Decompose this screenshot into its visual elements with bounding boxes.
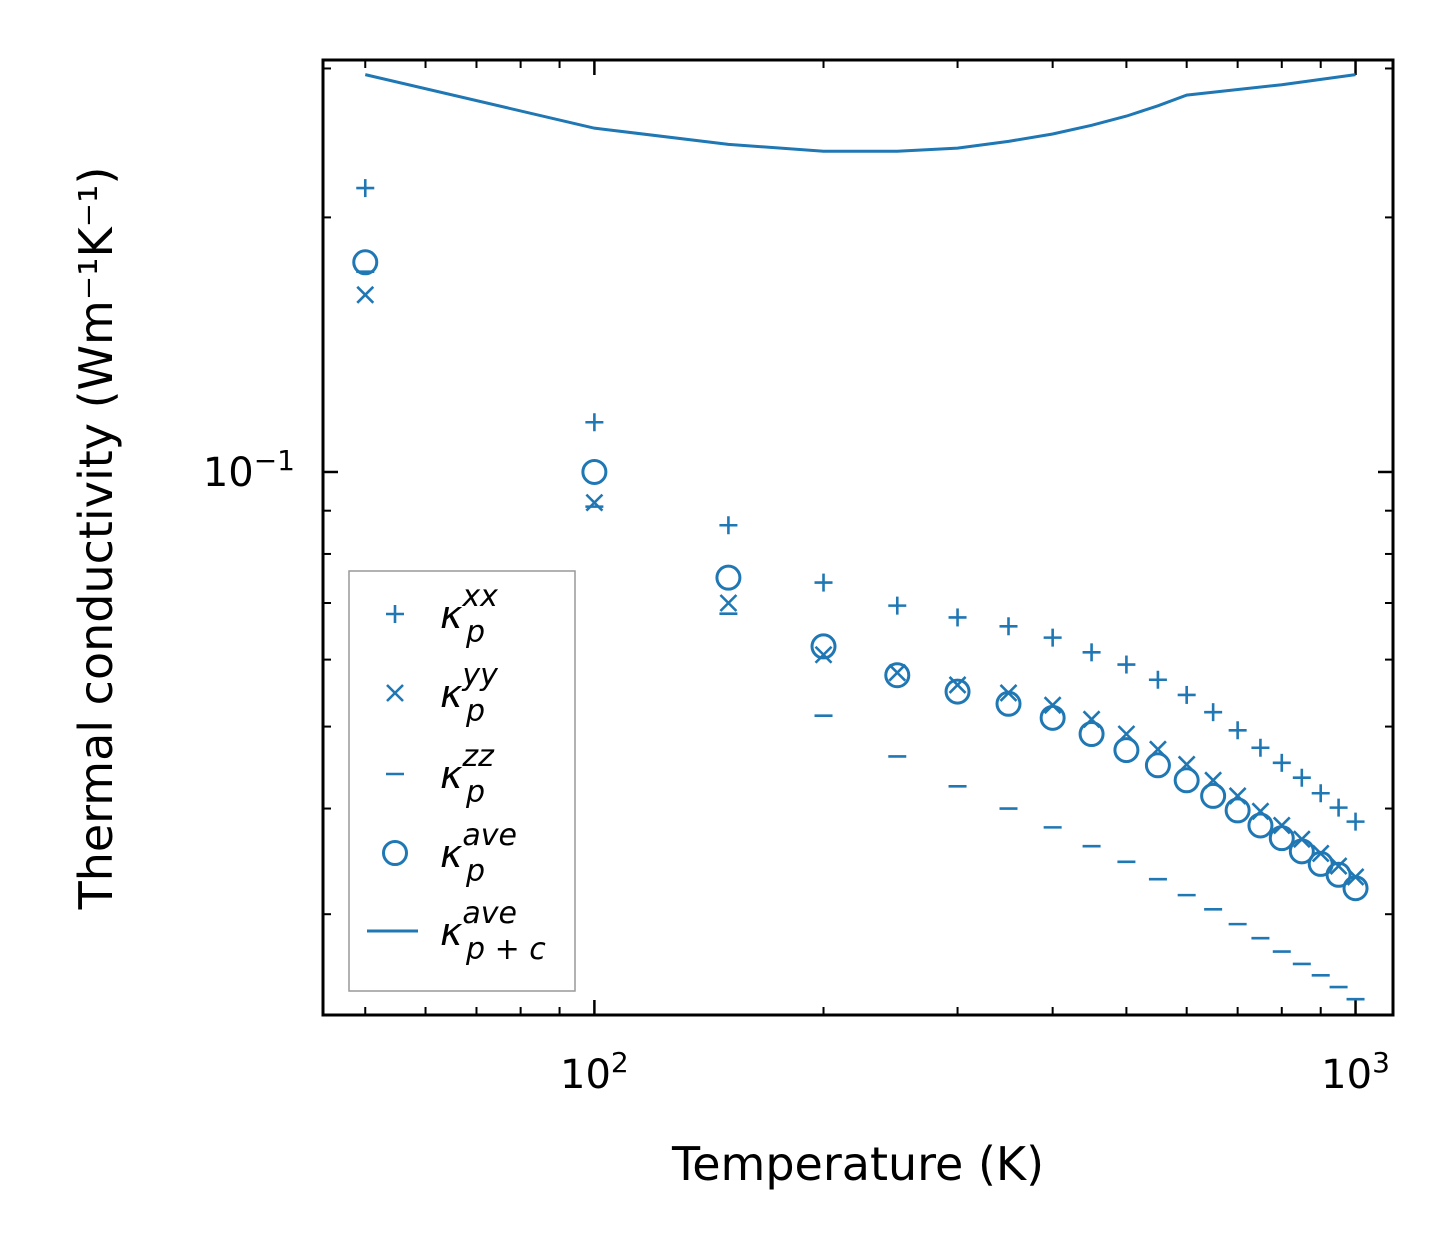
- data-point: [1346, 812, 1365, 831]
- data-point: [719, 516, 738, 535]
- data-point: [814, 573, 833, 592]
- y-tick-label: 10−1: [203, 444, 295, 496]
- data-point: [888, 596, 907, 615]
- x-stroke: [814, 645, 833, 664]
- data-point: [1177, 685, 1196, 704]
- x-stroke: [356, 285, 375, 304]
- data-point: [814, 645, 833, 664]
- data-point: [1272, 753, 1291, 772]
- legend-label: κave p + c: [440, 896, 546, 967]
- legend-entry-kappa_p_xx: κxx p: [386, 579, 498, 650]
- x-stroke: [888, 663, 907, 682]
- data-point: [1043, 628, 1062, 647]
- series-kappa_p_ave: [352, 249, 1369, 902]
- data-point: [884, 662, 911, 689]
- data-point: [1329, 798, 1348, 817]
- data-point: [1247, 812, 1274, 839]
- data-point: [1224, 797, 1251, 824]
- data-point: [352, 249, 379, 276]
- x-tick-labels: 102 103: [560, 1046, 1390, 1098]
- legend-label: κzz p: [440, 739, 495, 810]
- data-point: [356, 285, 375, 304]
- y-axis-label: Thermal conductivity (Wm⁻¹K⁻¹): [69, 167, 123, 911]
- data-point: [1268, 825, 1295, 852]
- legend-marker: [382, 840, 408, 866]
- x-tick-label: 103: [1321, 1046, 1390, 1098]
- x-stroke: [1329, 857, 1348, 875]
- data-point: [1200, 782, 1227, 809]
- data-point: [1342, 875, 1369, 902]
- data-point: [1228, 721, 1247, 740]
- data-point: [995, 690, 1022, 717]
- legend-entry-kappa_p_yy: κyy p: [386, 658, 499, 729]
- data-point: [948, 676, 967, 694]
- legend-label: κyy p: [440, 658, 499, 729]
- data-point: [944, 678, 971, 705]
- legend-label: κxx p: [440, 579, 498, 650]
- legend-marker: [386, 605, 404, 623]
- x-stroke: [948, 676, 967, 694]
- data-point: [1325, 861, 1352, 888]
- data-point: [1288, 838, 1315, 865]
- data-point: [1173, 767, 1200, 794]
- data-point: [581, 458, 608, 485]
- y-tick-labels: 10−1: [203, 444, 295, 496]
- data-point: [1311, 784, 1330, 803]
- data-point: [1117, 655, 1136, 674]
- data-point: [948, 608, 967, 627]
- data-point: [356, 179, 375, 198]
- data-point: [999, 617, 1018, 636]
- legend-entry-kappa_p_ave: κave p: [382, 818, 517, 889]
- data-point: [1082, 643, 1101, 662]
- data-point: [810, 633, 837, 660]
- series-kappa_p_xx: [356, 179, 1365, 831]
- data-point: [1251, 738, 1270, 757]
- series-kappa_pc_ave: [364, 73, 1356, 153]
- data-point: [1292, 768, 1311, 787]
- axes-frame: [321, 58, 1395, 1017]
- major-ticks: [323, 60, 1393, 1015]
- legend-marker: [386, 684, 404, 702]
- data-point: [719, 594, 738, 612]
- data-point: [1113, 737, 1140, 764]
- x-stroke: [719, 594, 738, 612]
- x-stroke: [585, 493, 604, 512]
- x-stroke: [386, 684, 404, 702]
- data-point: [1148, 670, 1167, 689]
- data-point: [1039, 704, 1066, 731]
- data-point: [715, 564, 742, 591]
- data-point: [1078, 720, 1105, 747]
- x-axis-label: Temperature (K): [671, 1137, 1044, 1191]
- legend-entry-kappa_pc_ave: κave p + c: [367, 896, 546, 967]
- data-point: [1204, 703, 1223, 722]
- legend-entry-kappa_p_zz: κzz p: [386, 739, 495, 810]
- x-tick-label: 102: [560, 1046, 629, 1098]
- legend-label: κave p: [440, 818, 517, 889]
- series-line: [364, 73, 1356, 153]
- series-layer: [352, 73, 1369, 1001]
- data-point: [585, 493, 604, 512]
- series-kappa_p_zz: [356, 270, 1365, 1001]
- data-point: [1144, 752, 1171, 779]
- data-point: [888, 663, 907, 682]
- legend-box: [348, 570, 576, 992]
- data-point: [585, 413, 604, 432]
